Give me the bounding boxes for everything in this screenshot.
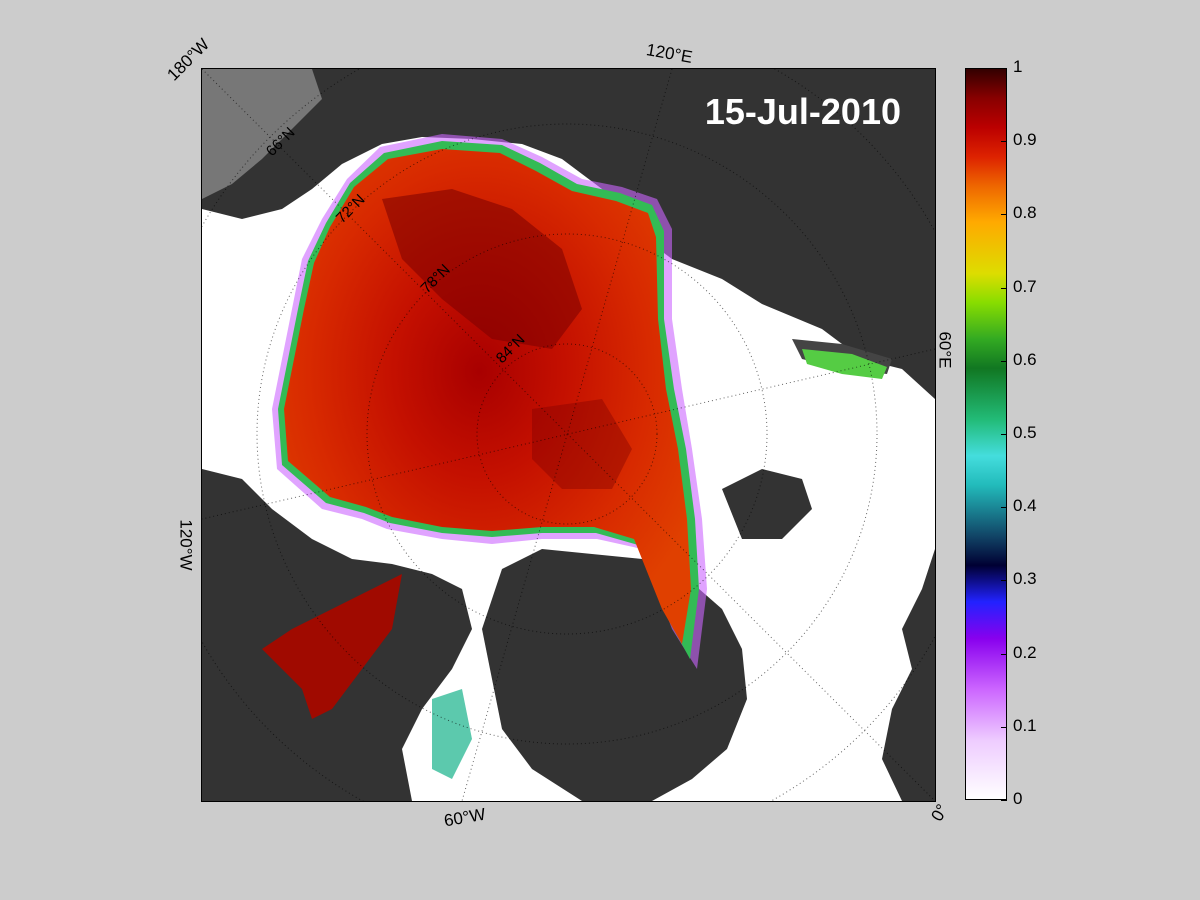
ice-barents-patch [802, 349, 887, 379]
sea-ice [262, 134, 887, 779]
colorbar-tick-label: 0.8 [1013, 203, 1037, 223]
lon-label-120e: 120°E [644, 40, 694, 67]
colorbar-tick-label: 0.4 [1013, 496, 1037, 516]
colorbar-tick-mark [1001, 287, 1007, 289]
graticule [202, 69, 935, 801]
colorbar-tick-mark [1001, 580, 1007, 582]
colorbar-tick-label: 0.2 [1013, 642, 1037, 662]
land-svalbard [722, 469, 812, 539]
sea-ice-map: 66°N 72°N 78°N 84°N 15-Jul-2010 [201, 68, 936, 802]
ice-core-dark-2 [532, 399, 632, 489]
ice-pack [284, 149, 691, 644]
colorbar-tick-mark [1001, 800, 1007, 801]
colorbar-tick-mark [1001, 507, 1007, 509]
colorbar-tick-label: 0 [1013, 789, 1023, 808]
colorbar-tick-label: 0.1 [1013, 715, 1037, 735]
lon-label-0: 0° [927, 800, 952, 825]
lon-label-60e: 60°E [935, 331, 955, 369]
ice-baffin [432, 689, 472, 779]
colorbar-tick-mark [1001, 653, 1007, 655]
ice-archipelago [262, 574, 402, 719]
lon-label-120w: 120°W [176, 519, 196, 571]
map-canvas: 66°N 72°N 78°N 84°N [202, 69, 935, 801]
colorbar-tick-label: 1 [1013, 57, 1023, 76]
land-siberia [202, 69, 935, 399]
colorbar-tick-label: 0.5 [1013, 423, 1037, 442]
land-greenland [482, 549, 747, 801]
colorbar-tick-label: 0.9 [1013, 130, 1037, 150]
colorbar-tick-mark [1001, 434, 1007, 435]
colorbar-tick-mark [1001, 726, 1007, 728]
colorbar-tick-label: 0.3 [1013, 569, 1037, 589]
colorbar-tick-label: 0.6 [1013, 349, 1037, 369]
colorbar-tick-label: 0.7 [1013, 276, 1037, 296]
colorbar-tick-mark [1001, 68, 1007, 69]
land-alaska [202, 69, 322, 199]
land-scandinavia [882, 399, 935, 801]
colorbar-tick-mark [1001, 141, 1007, 143]
ice-core-dark [382, 189, 582, 349]
colorbar-tick-mark [1001, 214, 1007, 216]
colorbar-tick-mark [1001, 360, 1007, 362]
lon-label-60w: 60°W [442, 804, 488, 831]
map-date-title: 15-Jul-2010 [704, 91, 901, 132]
